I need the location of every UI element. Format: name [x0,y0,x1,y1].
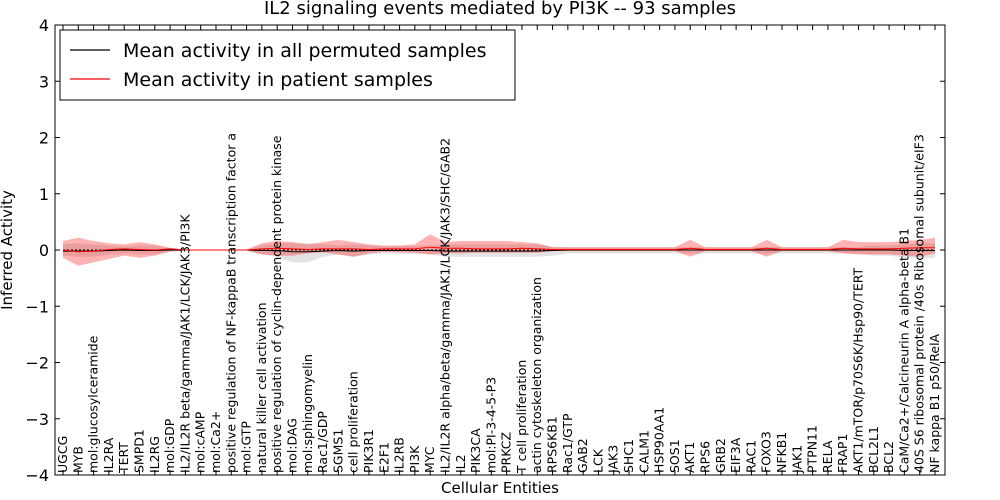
category-label: EIF3A [728,437,743,473]
x-axis-title: Cellular Entities [441,479,559,497]
category-label: RPS6KB1 [545,416,560,473]
category-label: BCL2 [881,441,896,473]
chart-title: IL2 signaling events mediated by PI3K --… [264,0,736,19]
category-label: IL2RB [392,437,407,473]
category-label: IL2/IL2R beta/gamma/JAK1/LCK/JAK3/PI3K [177,214,192,473]
y-tick-label: −2 [25,354,49,373]
category-label: positive regulation of NF-kappaB transcr… [223,133,238,473]
category-label: RELA [820,440,835,473]
category-label: T cell proliferation [514,360,529,474]
category-label: IL2/IL2R alpha/beta/gamma/JAK1/LCK/JAK3/… [437,138,452,473]
category-label: CALM1 [636,430,651,473]
y-tick-label: 0 [39,241,49,260]
y-tick-label: 4 [39,16,49,35]
category-label: Rac1/GDP [315,411,330,473]
category-label: mol:PI-3-4-5-P3 [483,377,498,473]
category-label: natural killer cell activation [254,302,269,473]
category-label: mol:DAG [284,418,299,473]
legend-box [59,29,516,101]
category-label: JAK1 [789,445,804,474]
category-label: NF kappa B1 p50/RelA [927,333,942,473]
category-label: mol:glucosylceramide [86,335,101,473]
category-label: mol:GDP [162,418,177,473]
category-label: mol:sphingomyelin [300,354,315,473]
category-label: RPS6 [698,441,713,473]
category-label: MYB [70,446,85,473]
category-label: AKT1 [682,442,697,473]
category-label: E2F1 [376,442,391,473]
line-patient-mean [62,246,935,253]
category-label: 40S S6 ribosomal protein /40s Ribosomal … [912,134,927,473]
category-label: PIK3R1 [361,429,376,473]
category-label: JAK3 [606,445,621,474]
legend-label-permuted: Mean activity in all permuted samples [123,40,486,62]
category-label: Rac1/GTP [560,413,575,473]
y-tick-label: −4 [25,466,49,485]
category-label: SMPD1 [131,429,146,473]
y-axis-title: Inferred Activity [0,190,16,310]
legend-label-patient: Mean activity in patient samples [123,69,433,91]
legend: Mean activity in all permuted samples Me… [59,29,516,101]
category-label: PRKCZ [499,432,514,473]
category-label: FOXO3 [759,431,774,473]
category-label: mol:cAMP [193,411,208,473]
category-label: NFKB1 [774,432,789,473]
y-tick-label: 3 [39,72,49,91]
category-label: mol:GTP [239,421,254,473]
y-tick-label: −3 [25,410,49,429]
y-tick-label: −1 [25,297,49,316]
category-label: mol:Ca2+ [208,411,223,473]
category-label: RAC1 [743,440,758,473]
category-label: PI3K [407,445,422,473]
category-label: CaM/Ca2+/Calcineurin A alpha-beta B1 [896,228,911,473]
category-label: HSP90AA1 [652,407,667,473]
category-label: UGCG [55,436,70,473]
category-label: positive regulation of cyclin-dependent … [269,135,284,473]
category-label: actin cytoskeleton organization [529,277,544,473]
category-label: GRB2 [713,438,728,473]
category-label: AKT1/mTOR/p70S6K/Hsp90/TERT [851,267,866,473]
category-label: BCL2L1 [866,426,881,473]
category-label: cell proliferation [346,371,361,473]
category-label: SOS1 [667,439,682,473]
category-label: IL2 [453,454,468,473]
category-label: LCK [590,448,605,473]
category-label: GAB2 [575,438,590,473]
category-label: SHC1 [621,439,636,473]
category-label: SGMS1 [330,429,345,473]
category-label: FRAP1 [835,434,850,473]
category-label: IL2RG [147,436,162,473]
y-tick-label: 2 [39,129,49,148]
category-label: IL2RA [101,437,116,473]
y-tick-label: 1 [39,185,49,204]
category-label: PTPN11 [805,425,820,473]
category-label: MYC [422,446,437,473]
category-label: PIK3CA [468,428,483,473]
category-label: TERT [116,442,131,474]
